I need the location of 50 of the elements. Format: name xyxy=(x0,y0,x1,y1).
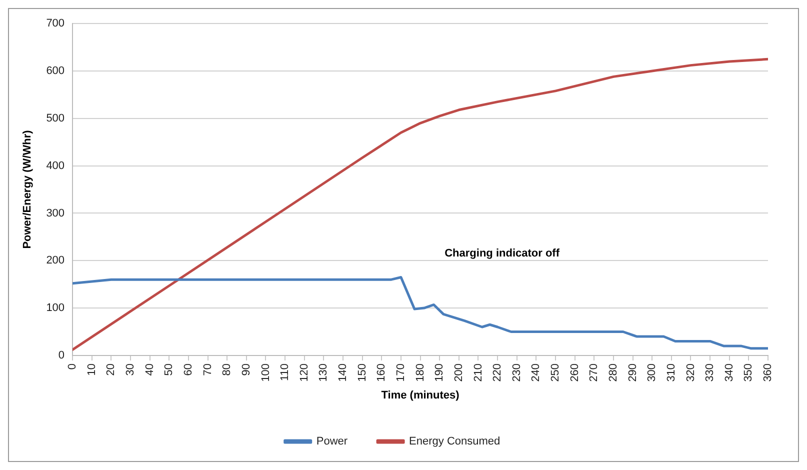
x-tick-label: 160 xyxy=(376,363,388,382)
x-tick-label: 310 xyxy=(665,363,678,382)
x-tick-label: 260 xyxy=(568,363,581,382)
x-tick-label: 30 xyxy=(124,363,137,376)
x-tick-label: 250 xyxy=(550,363,562,382)
x-tick-label: 280 xyxy=(607,363,620,382)
x-tick-label: 50 xyxy=(163,363,176,376)
x-tick-label: 130 xyxy=(318,363,330,382)
x-tick-label: 60 xyxy=(182,363,194,376)
x-tick-label: 240 xyxy=(530,363,542,382)
y-tick-label: 0 xyxy=(58,349,65,362)
x-tick-label: 300 xyxy=(646,363,658,382)
x-tick-label: 0 xyxy=(66,363,79,370)
y-tick-label: 100 xyxy=(46,302,65,314)
y-tick-label: 700 xyxy=(46,18,65,30)
x-tick-label: 210 xyxy=(472,363,484,382)
x-tick-label: 10 xyxy=(86,363,98,376)
x-tick-label: 140 xyxy=(337,363,350,382)
x-tick-label: 350 xyxy=(742,363,755,382)
x-tick-label: 200 xyxy=(452,363,465,382)
x-axis-title: Time (minutes) xyxy=(381,389,460,402)
x-tick-label: 330 xyxy=(704,363,716,382)
legend-label: Energy Consumed xyxy=(409,436,500,448)
legend-label: Power xyxy=(316,436,348,448)
y-tick-label: 400 xyxy=(46,160,65,172)
y-tick-label: 500 xyxy=(46,112,65,124)
x-tick-label: 170 xyxy=(394,363,407,382)
x-tick-label: 360 xyxy=(762,363,774,382)
y-tick-label: 300 xyxy=(46,207,65,220)
x-tick-label: 290 xyxy=(626,363,639,382)
x-tick-label: 320 xyxy=(684,363,697,382)
x-tick-label: 220 xyxy=(492,363,504,382)
annotation: Charging indicator off xyxy=(444,248,560,260)
x-tick-label: 70 xyxy=(202,363,214,376)
y-axis-title: Power/Energy (W/Whr) xyxy=(22,130,34,249)
x-tick-label: 80 xyxy=(221,363,234,376)
y-tick-label: 200 xyxy=(46,254,65,267)
y-tick-label: 600 xyxy=(46,65,65,78)
x-tick-label: 230 xyxy=(510,363,523,382)
x-tick-label: 90 xyxy=(240,363,252,376)
x-tick-label: 270 xyxy=(588,363,600,382)
x-tick-label: 20 xyxy=(105,363,118,376)
x-tick-label: 180 xyxy=(414,363,426,382)
x-tick-label: 40 xyxy=(144,363,156,376)
x-tick-label: 120 xyxy=(298,363,310,382)
x-tick-label: 110 xyxy=(279,363,292,381)
x-tick-label: 100 xyxy=(260,363,272,382)
x-tick-label: 190 xyxy=(434,363,446,382)
x-tick-label: 340 xyxy=(723,363,736,382)
x-tick-label: 150 xyxy=(356,363,368,382)
